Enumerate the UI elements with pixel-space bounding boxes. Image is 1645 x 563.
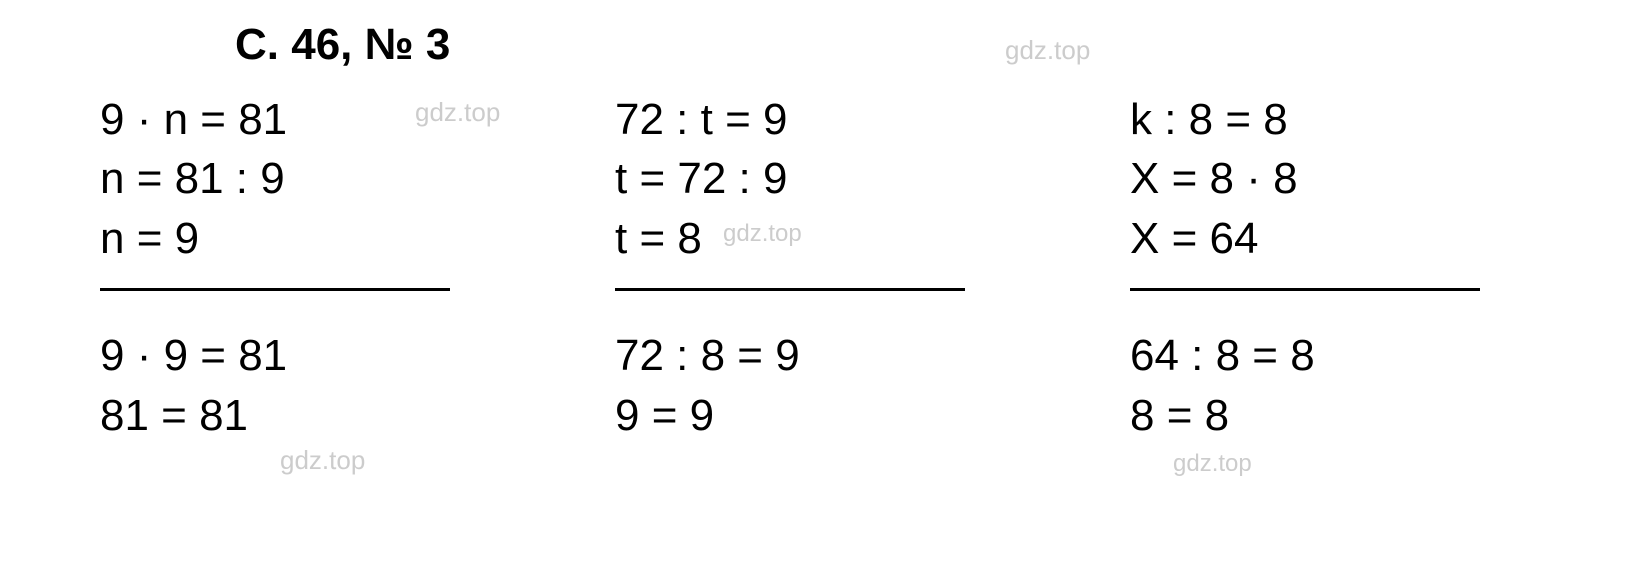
page-header: С. 46, № 3 bbox=[235, 20, 450, 70]
math-columns: 9 · n = 81 n = 81 : 9 n = 9 9 · 9 = 81 8… bbox=[100, 90, 1645, 445]
equation-line: X = 64 bbox=[1130, 209, 1480, 268]
equation-line: n = 81 : 9 bbox=[100, 149, 450, 208]
section-divider bbox=[100, 288, 450, 291]
equation-line: 8 = 8 bbox=[1130, 386, 1480, 445]
section-divider bbox=[1130, 288, 1480, 291]
math-column: 9 · n = 81 n = 81 : 9 n = 9 9 · 9 = 81 8… bbox=[100, 90, 450, 445]
equation-line: 9 = 9 bbox=[615, 386, 965, 445]
equation-line: n = 9 bbox=[100, 209, 450, 268]
equation-line: 72 : t = 9 bbox=[615, 90, 965, 149]
equation-line: 9 · 9 = 81 bbox=[100, 326, 450, 385]
watermark: gdz.top bbox=[1005, 35, 1090, 66]
equation-line: 81 = 81 bbox=[100, 386, 450, 445]
equation-line: t = 72 : 9 bbox=[615, 149, 965, 208]
watermark: gdz.top bbox=[280, 445, 365, 476]
math-column: k : 8 = 8 X = 8 · 8 X = 64 64 : 8 = 8 8 … bbox=[1130, 90, 1480, 445]
equation-line: t = 8 bbox=[615, 209, 965, 268]
equation-line: X = 8 · 8 bbox=[1130, 149, 1480, 208]
equation-line: 72 : 8 = 9 bbox=[615, 326, 965, 385]
equation-line: 9 · n = 81 bbox=[100, 90, 450, 149]
equation-line: k : 8 = 8 bbox=[1130, 90, 1480, 149]
section-divider bbox=[615, 288, 965, 291]
math-column: 72 : t = 9 t = 72 : 9 t = 8 72 : 8 = 9 9… bbox=[615, 90, 965, 445]
equation-line: 64 : 8 = 8 bbox=[1130, 326, 1480, 385]
watermark: gdz.top bbox=[1173, 450, 1252, 478]
